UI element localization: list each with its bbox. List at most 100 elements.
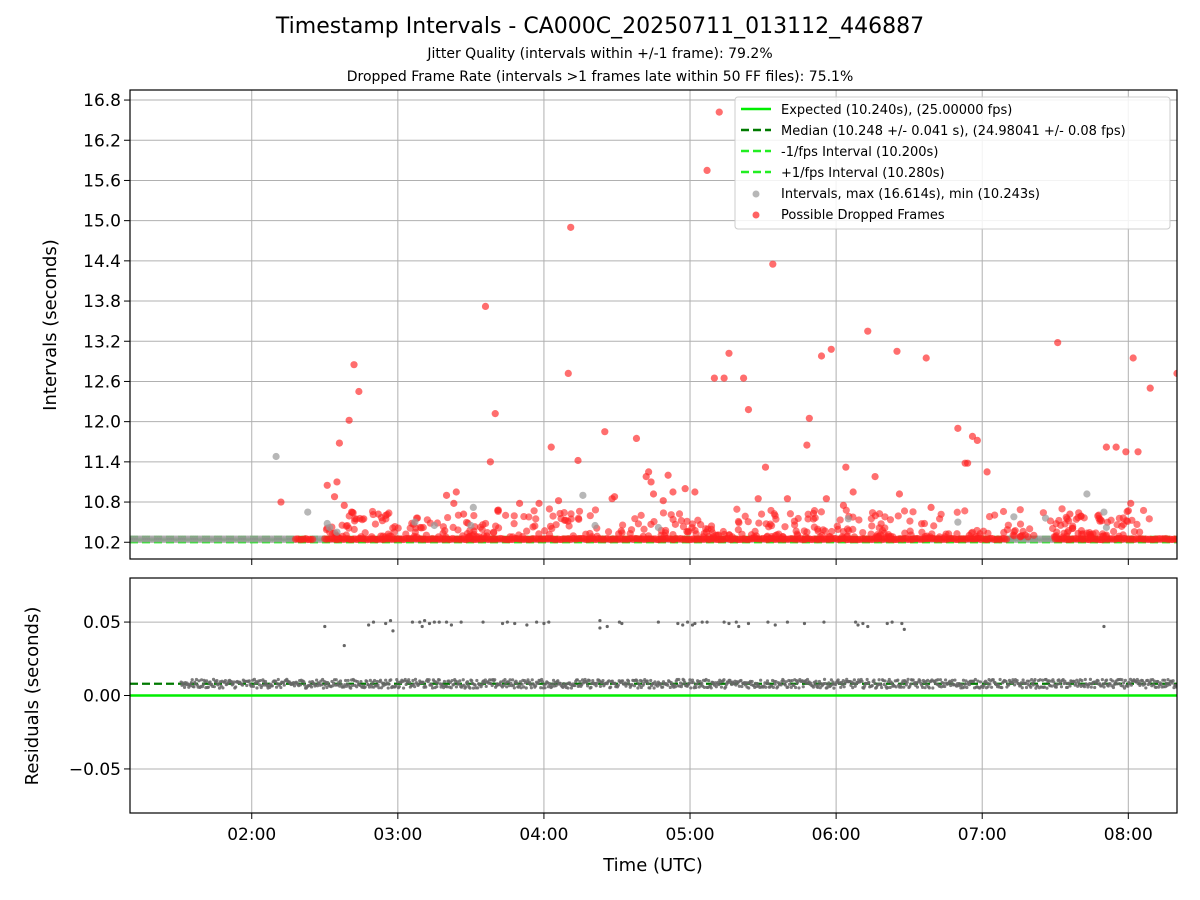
dropped-frame-point [1146,384,1154,392]
dropped-frame-point [893,347,901,355]
residual-outlier-point [746,621,751,626]
x-tick-label: 07:00 [958,825,1007,845]
residual-point [457,682,461,686]
legend-box [734,96,1171,230]
residual-point [642,682,646,686]
residual-point [915,685,920,689]
residual-point [714,685,718,689]
residual-point [493,678,497,682]
residual-point [1139,682,1143,686]
residual-point [575,678,580,682]
residual-point [367,685,372,689]
intervals-y-axis-label: Intervals (seconds) [40,239,61,411]
residual-point [801,685,805,689]
residual-point [887,677,891,682]
residual-point [1171,679,1175,683]
residual-point [679,685,683,689]
residual-point [355,685,359,689]
residual-outlier-point [500,621,505,626]
dropped-frame-point [647,478,655,486]
residual-point [1024,681,1028,686]
residual-point [953,678,957,682]
residual-point [609,685,613,689]
residual-point [1137,679,1141,683]
residual-point [461,678,465,682]
residual-point [407,680,412,684]
residual-point [677,677,681,682]
dropped-frame-point [707,522,716,530]
residual-point [877,678,881,682]
residual-point [1042,685,1047,689]
dropped-frame-point [714,531,722,539]
residual-outlier-point [734,620,738,624]
residual-point [962,685,966,689]
residual-point [424,685,428,689]
residual-point [251,684,256,689]
dropped-frame-point [1139,506,1148,515]
dropped-frame-point [839,501,848,509]
residual-point [528,680,532,684]
residual-point [551,682,555,686]
residual-outlier-point [547,620,551,624]
dropped-frame-point [444,513,452,522]
residual-point [1047,679,1051,683]
residual-point [530,678,534,682]
residual-point [739,678,743,683]
residual-outlier-point [535,620,539,624]
dropped-frame-point [681,485,689,493]
dropped-frame-point [541,527,549,535]
residual-outlier-point [525,623,529,627]
dropped-frame-point [964,459,972,467]
residual-point [1068,684,1072,688]
residual-point [508,678,512,682]
residual-point [320,683,324,687]
residual-point [814,679,818,683]
residual-point [217,682,221,686]
residual-point [215,678,219,683]
interval-point [326,523,334,532]
dropped-frame-point [836,516,844,524]
residual-point [1052,680,1056,684]
dropped-frame-point [843,532,851,540]
residual-point [458,679,462,683]
residual-point [879,683,883,687]
residual-point [873,681,877,685]
residual-point [229,679,234,684]
residual-point [659,682,663,686]
dropped-frame-point [410,532,418,541]
residual-point [737,684,741,688]
residual-point [823,681,828,686]
residual-point [1083,677,1087,682]
residual-point [270,684,274,688]
residual-point [550,685,554,689]
residual-point [480,683,484,687]
residual-point [529,686,533,690]
residual-point [902,685,906,689]
dropped-frame-point [868,509,877,517]
dropped-frame-point [510,512,518,520]
residual-point [292,684,297,688]
dropped-frame-point [434,533,443,541]
residual-point [540,680,545,684]
residual-point [886,686,890,690]
dropped-frame-point [560,509,568,517]
y-tick-label: 10.2 [83,533,121,553]
residual-outlier-point [542,621,546,626]
residual-point [666,683,670,687]
dropped-frame-point [368,507,377,516]
residual-point [1103,681,1107,686]
residual-point [471,686,476,690]
dropped-frame-point [739,374,748,382]
residual-point [923,686,927,690]
residual-point [683,680,687,685]
dropped-frame-point [548,524,556,533]
residual-point [942,681,946,685]
dropped-frame-point [389,524,397,532]
dropped-frame-point [478,525,486,533]
dropped-frame-point [973,436,981,445]
dropped-frame-point [591,506,600,514]
residual-point [1159,682,1163,686]
residual-point [630,682,634,687]
residual-point [325,685,329,690]
residual-point [359,679,363,684]
